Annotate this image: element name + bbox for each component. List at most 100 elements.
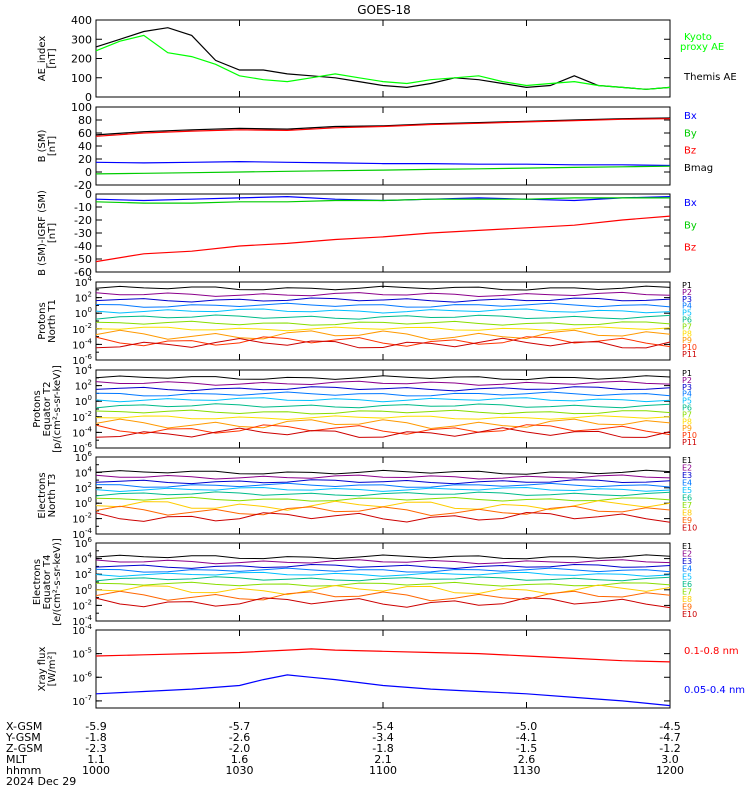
legend-label: By <box>684 128 697 139</box>
y-tick-label: 102 <box>75 481 92 495</box>
channel-line <box>95 486 671 493</box>
y-tick-label: 0 <box>85 166 92 179</box>
channel-line <box>95 584 671 596</box>
legend-label: E9 <box>682 603 692 612</box>
footer-value: 1100 <box>369 764 397 777</box>
footer-value: -1.8 <box>85 731 106 744</box>
panel-frame <box>95 193 671 273</box>
series-line <box>95 215 671 263</box>
legend-label: E2 <box>682 463 692 472</box>
y-tick-label: -60 <box>74 266 92 279</box>
footer-value: -5.9 <box>85 720 106 733</box>
footer-value: -1.2 <box>659 742 680 755</box>
series-line <box>95 117 671 136</box>
y-tick-label: -10 <box>74 201 92 214</box>
y-tick-label: 100 <box>75 306 92 320</box>
channel-line <box>95 496 671 502</box>
footer-value: 3.0 <box>661 753 679 766</box>
channel-line <box>95 576 671 582</box>
legend-label: P10 <box>682 431 697 440</box>
channel-line <box>95 500 671 511</box>
channel-line <box>95 511 671 523</box>
y-tick-label: 10-4 <box>72 425 92 439</box>
channel-line <box>95 308 671 314</box>
channel-line <box>95 559 671 565</box>
legend-label: E8 <box>682 508 692 517</box>
footer-value: -2.6 <box>229 731 250 744</box>
y-tick-label: 400 <box>71 14 92 27</box>
channel-line <box>95 418 671 430</box>
y-axis-label: [p/(cm²-s-sr-keV)] <box>52 365 63 453</box>
channel-line <box>95 597 671 609</box>
y-axis-label: [e/(cm²-s-sr-keV)] <box>52 538 63 626</box>
legend-label: P11 <box>682 350 697 359</box>
channel-line <box>95 314 671 320</box>
footer-value: 2.1 <box>374 753 392 766</box>
y-axis-label: AE_index <box>37 36 48 82</box>
legend-label: E5 <box>682 486 692 495</box>
series-line <box>95 160 671 167</box>
footer-value: -1.8 <box>372 742 393 755</box>
channel-line <box>95 391 671 397</box>
legend-label: E1 <box>682 542 692 551</box>
series-line <box>95 197 670 204</box>
legend-label: P8 <box>682 417 692 426</box>
y-tick-label: 100 <box>71 72 92 85</box>
legend-label: P2 <box>682 376 692 385</box>
y-axis-label: Electrons <box>32 559 43 605</box>
y-tick-label: 0 <box>85 91 92 104</box>
channel-line <box>95 320 671 326</box>
y-axis-label: [nT] <box>47 136 58 156</box>
y-tick-label: 10-5 <box>72 647 92 661</box>
y-tick-label: 40 <box>78 140 92 153</box>
channel-line <box>95 337 671 349</box>
footer-value: -5.7 <box>229 720 250 733</box>
channel-line <box>95 571 671 577</box>
channel-line <box>95 479 671 485</box>
panel-3: -60-50-40-30-20-100 B (SM)-IGRF (SM) [nT] B… <box>37 188 697 279</box>
footer-value: -4.5 <box>659 720 680 733</box>
legend-label: P6 <box>682 404 692 413</box>
panel-frame <box>95 369 671 449</box>
channel-line <box>95 554 671 560</box>
channel-line <box>95 567 671 573</box>
y-tick-label: 0 <box>85 188 92 201</box>
channel-line <box>95 375 671 381</box>
channel-line <box>95 581 671 587</box>
legend-label: P2 <box>682 288 692 297</box>
channel-line <box>95 291 671 298</box>
series-line <box>95 674 671 707</box>
footer-value: 1130 <box>513 764 541 777</box>
legend-label: proxy AE <box>680 42 724 53</box>
y-axis-label: Equator T4 <box>42 555 53 610</box>
legend-label: P1 <box>682 369 692 378</box>
footer-value: -5.0 <box>516 720 537 733</box>
footer-row-label: hhmm <box>6 764 41 777</box>
legend-label: E6 <box>682 493 692 502</box>
y-tick-label: 102 <box>75 567 92 581</box>
channel-line <box>95 336 671 348</box>
y-axis-label: Xray flux <box>37 647 48 692</box>
series-line <box>95 27 671 90</box>
channel-line <box>95 302 671 308</box>
footer-row-label: MLT <box>6 753 27 766</box>
channel-line <box>95 297 671 303</box>
footer-value: -2.3 <box>85 742 106 755</box>
y-axis-label: [nT] <box>47 48 58 68</box>
channel-line <box>95 397 671 403</box>
channel-line <box>95 386 671 392</box>
legend-label: P4 <box>682 390 692 399</box>
y-tick-label: -20 <box>74 214 92 227</box>
channel-line <box>95 409 671 415</box>
legend-label: E8 <box>682 595 692 604</box>
y-tick-label: 100 <box>75 583 92 597</box>
legend-label: P11 <box>682 438 697 447</box>
y-tick-label: 102 <box>75 291 92 305</box>
